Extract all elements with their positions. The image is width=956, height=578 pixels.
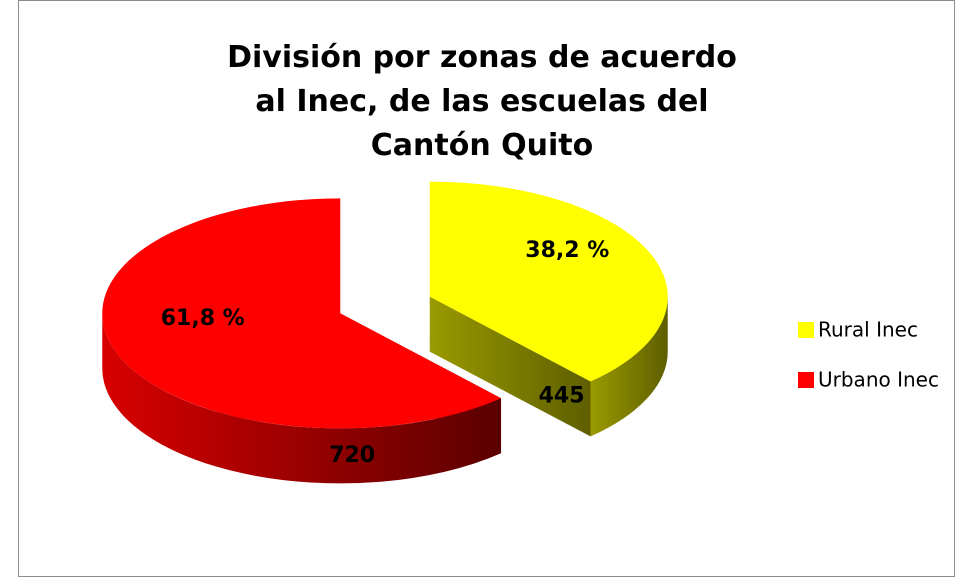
legend-label: Urbano Inec bbox=[818, 368, 939, 392]
slice bbox=[102, 198, 502, 429]
slice-cut-face bbox=[429, 296, 591, 437]
legend-swatch bbox=[798, 372, 814, 388]
slice-side bbox=[102, 313, 502, 484]
value-label: 445 bbox=[539, 383, 585, 408]
legend-swatch bbox=[798, 322, 814, 338]
chart-title: División por zonas de acuerdo al Inec, d… bbox=[227, 40, 737, 163]
value-label: 720 bbox=[329, 443, 375, 468]
slice-side bbox=[590, 296, 668, 437]
slice bbox=[429, 181, 668, 382]
legend-label: Rural Inec bbox=[818, 318, 918, 342]
percentage-label: 38,2 % bbox=[525, 238, 609, 263]
percentage-label: 61,8 % bbox=[161, 306, 245, 331]
